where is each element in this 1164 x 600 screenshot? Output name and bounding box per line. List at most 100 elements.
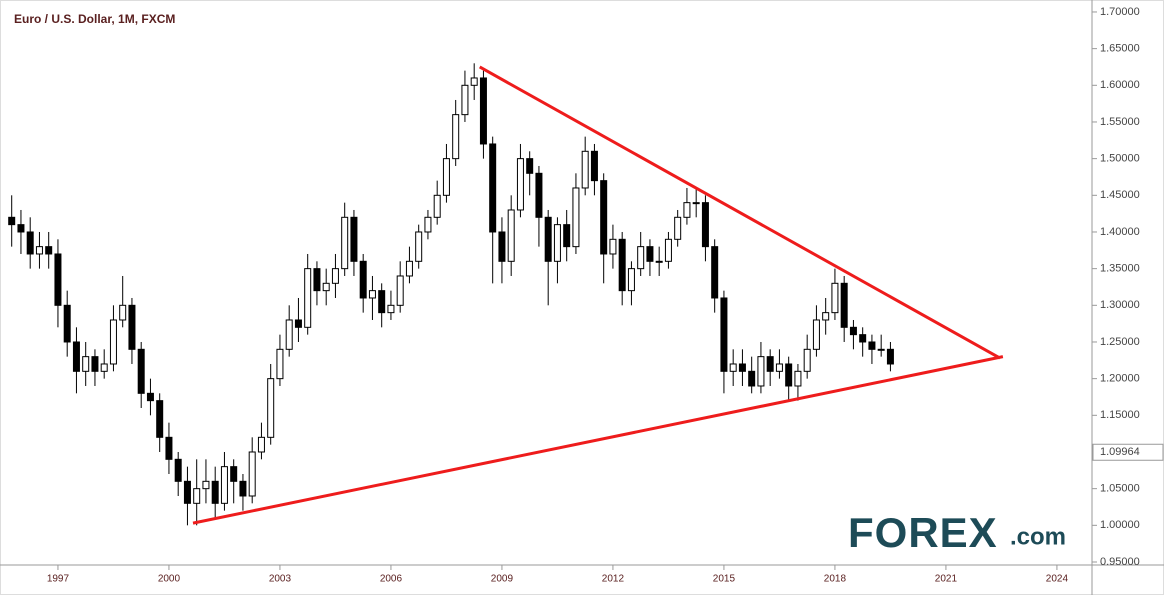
candle-body: [868, 341, 876, 350]
candle-body: [748, 370, 756, 387]
candle-body: [17, 224, 25, 233]
candle-body: [230, 466, 238, 482]
candle-body: [368, 290, 376, 299]
candle-body: [211, 480, 219, 504]
x-tick-label: 2024: [1046, 574, 1069, 585]
candle-body: [45, 246, 53, 255]
candle-body: [683, 202, 691, 218]
candle-body: [729, 363, 737, 372]
candle-body: [785, 363, 793, 387]
logo-suffix: .com: [1010, 523, 1066, 550]
candle-body: [128, 304, 136, 350]
y-tick-label: 1.30000: [1100, 299, 1140, 311]
candle-body: [516, 158, 524, 211]
candle-body: [711, 246, 719, 299]
candle-body: [859, 334, 867, 343]
candle-body: [674, 216, 682, 240]
candle-body: [572, 187, 580, 248]
candle-body: [822, 312, 830, 321]
candle-body: [313, 268, 321, 292]
candle-body: [63, 304, 71, 343]
candle-body: [433, 194, 441, 218]
candle-body: [831, 282, 839, 314]
candle-body: [877, 348, 885, 351]
candle-body: [766, 356, 774, 372]
candle-body: [294, 319, 302, 328]
candle-body: [100, 363, 108, 372]
candle-body: [239, 480, 247, 497]
y-tick-label: 1.70000: [1100, 6, 1140, 18]
candle-body: [479, 77, 487, 145]
candle-body: [415, 231, 423, 262]
candle-body: [637, 246, 645, 270]
y-tick-label: 1.15000: [1100, 409, 1140, 421]
candle-body: [267, 378, 275, 438]
y-tick-label: 1.45000: [1100, 189, 1140, 201]
x-tick-label: 2003: [269, 574, 292, 585]
candle-body: [840, 282, 848, 328]
trendline: [192, 355, 1004, 525]
candle-body: [775, 363, 783, 372]
candle-body: [257, 436, 265, 453]
candle-body: [627, 268, 635, 292]
candle-body: [655, 260, 663, 263]
candle-body: [553, 224, 561, 262]
candle-body: [563, 224, 571, 248]
candle-body: [350, 216, 358, 262]
candle-body: [498, 231, 506, 262]
candle-body: [91, 356, 99, 372]
logo-brand: FOREX: [848, 509, 998, 556]
candle-body: [248, 451, 256, 497]
y-tick-label: 1.40000: [1100, 226, 1140, 238]
candle-body: [276, 348, 284, 380]
candle-body: [609, 238, 617, 255]
candle-body: [109, 319, 117, 365]
candle-body: [331, 268, 339, 284]
y-tick-label: 1.55000: [1100, 116, 1140, 128]
y-tick-label: 1.05000: [1100, 483, 1140, 495]
candle-body: [664, 238, 672, 262]
candle-body: [156, 400, 164, 438]
candle-body: [359, 260, 367, 299]
candle-body: [137, 348, 145, 394]
candle-body: [285, 319, 293, 350]
candle-body: [72, 341, 80, 372]
candle-body: [646, 246, 654, 262]
candle-body: [692, 202, 700, 205]
candle-body: [757, 356, 765, 387]
y-tick-label: 1.25000: [1100, 336, 1140, 348]
candle-body: [193, 488, 201, 504]
candle-body: [812, 319, 820, 350]
x-tick-label: 2021: [935, 574, 958, 585]
y-tick-label: 1.35000: [1100, 263, 1140, 275]
candle-body: [526, 158, 534, 174]
x-tick-label: 2015: [713, 574, 736, 585]
x-tick-label: 2012: [602, 574, 625, 585]
trendline: [479, 65, 1001, 360]
candle-body: [174, 458, 182, 482]
y-tick-label: 1.20000: [1100, 373, 1140, 385]
candle-body: [535, 172, 543, 218]
candle-body: [600, 180, 608, 255]
y-tick-label: 1.00000: [1100, 519, 1140, 531]
candle-body: [165, 436, 173, 460]
candle-body: [720, 297, 728, 372]
candle-body: [8, 216, 16, 226]
candle-body: [442, 158, 450, 196]
price-marker-box: [1092, 443, 1164, 461]
candle-body: [738, 363, 746, 372]
candle-body: [220, 466, 228, 504]
candle-body: [452, 114, 460, 160]
candle-body: [396, 275, 404, 306]
candle-body: [183, 480, 191, 504]
candle-body: [341, 216, 349, 270]
x-tick-label: 2000: [158, 574, 181, 585]
candle-body: [507, 209, 515, 262]
candle-body: [405, 260, 413, 277]
candle-body: [119, 304, 127, 321]
candle-body: [803, 348, 811, 372]
candle-body: [489, 143, 497, 233]
